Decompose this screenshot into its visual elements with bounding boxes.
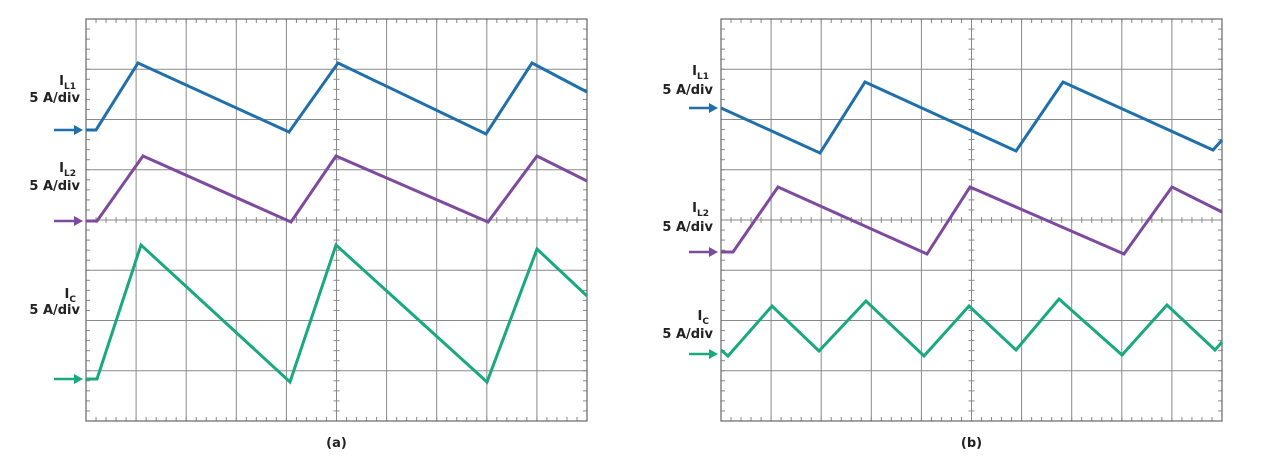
- waveform: [720, 80, 1224, 155]
- trace-subscript: L1: [64, 82, 76, 92]
- trace-scale: 5 A/div: [29, 303, 80, 318]
- trace-symbol: I: [65, 287, 70, 302]
- waveform: [86, 154, 588, 224]
- trace-subscript: C: [69, 295, 76, 305]
- trace-scale: 5 A/div: [29, 91, 80, 106]
- trace-symbol: I: [59, 74, 64, 89]
- trace-subscript: L2: [697, 209, 709, 219]
- trace-label: IC: [698, 309, 710, 327]
- marker-arrow-head: [74, 216, 83, 226]
- trace-label: IC: [65, 287, 77, 305]
- trace-subscript: C: [702, 317, 709, 327]
- marker-arrow-head: [709, 247, 718, 257]
- trace-subscript: L1: [697, 72, 709, 82]
- trace-symbol: I: [59, 161, 64, 176]
- marker-arrow-head: [709, 103, 718, 113]
- trace-scale: 5 A/div: [662, 327, 713, 342]
- waveform: [721, 185, 1223, 256]
- panel-caption: (a): [326, 436, 347, 451]
- plot-frame: [720, 18, 1223, 422]
- trace-subscript: L2: [64, 169, 76, 179]
- waveform: [86, 61, 588, 136]
- trace-scale: 5 A/div: [662, 83, 713, 98]
- trace-label: IL2: [59, 161, 76, 179]
- trace-symbol: I: [692, 201, 697, 216]
- marker-arrow-head: [74, 125, 83, 135]
- trace-scale: 5 A/div: [662, 220, 713, 235]
- trace-label: IL1: [692, 64, 709, 82]
- waveform: [86, 242, 589, 385]
- waveform: [720, 296, 1224, 359]
- marker-arrow-head: [709, 349, 718, 359]
- panel-caption: (b): [961, 436, 982, 451]
- trace-symbol: I: [692, 64, 697, 79]
- trace-symbol: I: [698, 309, 703, 324]
- marker-arrow-head: [74, 374, 83, 384]
- trace-label: IL2: [692, 201, 709, 219]
- trace-label: IL1: [59, 74, 76, 92]
- trace-scale: 5 A/div: [29, 179, 80, 194]
